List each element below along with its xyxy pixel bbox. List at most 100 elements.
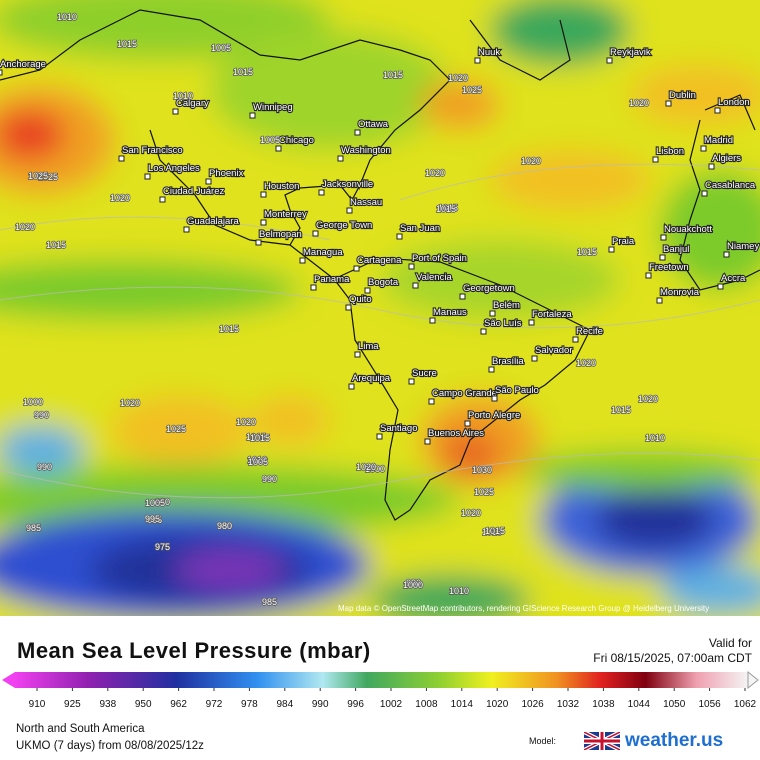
city-marker xyxy=(717,283,724,290)
city-marker xyxy=(183,226,190,233)
colorbar-tick-label: 1032 xyxy=(557,699,580,710)
colorbar-tick-label: 962 xyxy=(170,699,187,710)
city-marker xyxy=(345,304,352,311)
city-marker xyxy=(652,156,659,163)
isobar-label: 1020 xyxy=(425,168,445,178)
isobar-label: 1010 xyxy=(247,455,267,465)
city-label: Accra xyxy=(721,273,746,284)
isobar-label: 1005 xyxy=(248,457,268,467)
colorbar-tick-label: 1026 xyxy=(521,699,544,710)
city-marker xyxy=(346,207,353,214)
isobar-label: 1015 xyxy=(611,405,631,415)
city-label: Anchorage xyxy=(0,59,46,70)
coastlines xyxy=(0,9,760,521)
valid-date: Fri 08/15/2025, 07:00am CDT xyxy=(593,651,752,665)
city-marker xyxy=(489,310,496,317)
colorbar-tick-label: 1044 xyxy=(628,699,651,710)
city-label: Valencia xyxy=(416,272,452,283)
city-label: Los Angeles xyxy=(148,163,200,174)
city-label: Campo Grande xyxy=(432,388,497,399)
city-label: Jacksonville xyxy=(322,179,373,190)
pressure-map: Map data © OpenStreetMap contributors, r… xyxy=(0,0,760,616)
attribution: Map data © OpenStreetMap contributors, r… xyxy=(338,604,709,613)
city-marker xyxy=(275,145,282,152)
colorbar-tick-label: 1002 xyxy=(380,699,403,710)
city-marker xyxy=(0,69,3,76)
city-label: Niamey xyxy=(727,241,759,252)
isobar-label: 1005 xyxy=(145,498,165,508)
isobar-label: 1010 xyxy=(449,586,469,596)
city-marker xyxy=(701,190,708,197)
city-label: Buenos Aires xyxy=(428,428,484,439)
city-label: Porto Alegre xyxy=(468,410,520,421)
isobar-label: 1020 xyxy=(629,98,649,108)
city-label: Casablanca xyxy=(705,180,756,191)
isobar-label: 1015 xyxy=(577,247,597,257)
isobar-label: 985 xyxy=(26,523,41,533)
city-label: Banjul xyxy=(663,244,689,255)
city-marker xyxy=(464,420,471,427)
city-label: Bogota xyxy=(368,277,399,288)
city-label: Recife xyxy=(576,326,603,337)
city-label: Washington xyxy=(341,145,391,156)
city-marker xyxy=(474,57,481,64)
city-label: Georgetown xyxy=(463,283,515,294)
isobar-label: 1010 xyxy=(645,433,665,443)
isobar-label: 1015 xyxy=(219,324,239,334)
isobar-label: 1015 xyxy=(436,204,456,214)
city-marker xyxy=(708,163,715,170)
city-label: Santiago xyxy=(380,423,418,434)
city-marker xyxy=(645,272,652,279)
city-label: Phoenix xyxy=(209,168,244,179)
isobar-label: 1020 xyxy=(15,222,35,232)
city-label: Calgary xyxy=(176,98,209,109)
isobar-label: 1025 xyxy=(474,487,494,497)
city-label: São Luís xyxy=(484,318,522,329)
city-marker xyxy=(353,265,360,272)
isobar-label: 1020 xyxy=(120,398,140,408)
city-marker xyxy=(659,254,666,261)
city-marker xyxy=(172,108,179,115)
model-run: UKMO (7 days) from 08/08/2025/12z xyxy=(16,740,204,752)
colorbar-tick-label: 996 xyxy=(347,699,364,710)
city-marker xyxy=(528,319,535,326)
isobar-label: 1030 xyxy=(472,465,492,475)
city-marker xyxy=(459,293,466,300)
city-marker xyxy=(429,317,436,324)
isobar-label: 1015 xyxy=(117,39,137,49)
city-label: Manaus xyxy=(433,307,467,318)
isobar-label: 1015 xyxy=(46,240,66,250)
city-marker xyxy=(310,284,317,291)
isobar-label: 990 xyxy=(37,462,52,472)
isobar-label: 1010 xyxy=(173,91,193,101)
colorbar-ramp xyxy=(15,672,748,688)
valid-label: Valid for xyxy=(708,636,752,650)
model-label: Model: xyxy=(529,736,557,746)
isobar-label: 1020 xyxy=(448,73,468,83)
isobar-label: 1015 xyxy=(250,433,270,443)
city-label: Ciudad Juárez xyxy=(163,186,225,197)
isobar-label: 1015 xyxy=(383,70,403,80)
isobar-label: 1020 xyxy=(110,193,130,203)
city-label: Monrovia xyxy=(660,287,700,298)
city-marker xyxy=(408,378,415,385)
city-marker xyxy=(299,257,306,264)
city-marker xyxy=(428,398,435,405)
city-marker xyxy=(205,178,212,185)
isobar-label: 1010 xyxy=(57,12,77,22)
city-label: Managua xyxy=(303,247,343,258)
colorbar-tick-label: 1050 xyxy=(663,699,686,710)
city-marker xyxy=(337,155,344,162)
city-label: Brasília xyxy=(492,356,524,367)
city-marker xyxy=(531,355,538,362)
isobars xyxy=(0,163,760,499)
colorbar-tick-label: 1020 xyxy=(486,699,509,710)
isobar-label: 1025 xyxy=(462,85,482,95)
city-marker xyxy=(348,383,355,390)
isobar-label: 985 xyxy=(262,597,277,607)
city-label: George Town xyxy=(316,220,372,231)
city-label: Madrid xyxy=(704,135,733,146)
city-label: Lisbon xyxy=(656,146,684,157)
brand[interactable]: weather.us xyxy=(625,730,724,751)
city-label: Panama xyxy=(314,274,350,285)
